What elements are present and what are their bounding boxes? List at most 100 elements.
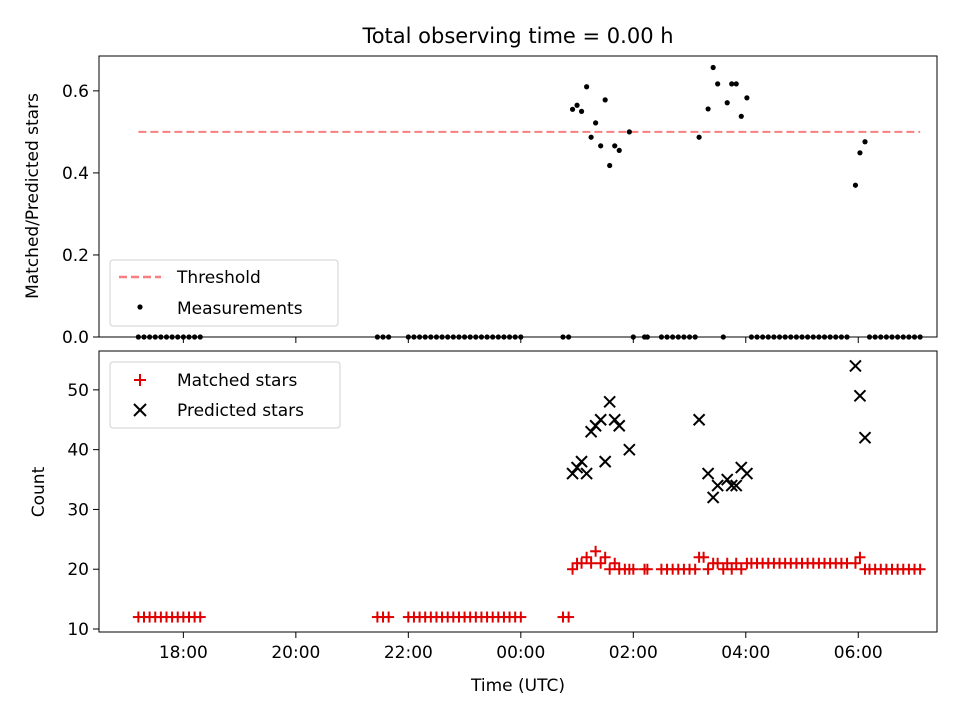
legend-measurements-swatch bbox=[137, 304, 143, 310]
count-y-tick-label: 30 bbox=[67, 500, 89, 520]
predicted-star-point bbox=[566, 467, 579, 480]
predicted-star-point bbox=[706, 491, 720, 504]
figure-title: Total observing time = 0.00 h bbox=[361, 24, 673, 48]
predicted-star-point bbox=[613, 419, 626, 432]
matched-star-point bbox=[609, 557, 621, 569]
count-x-tick-label: 20:00 bbox=[271, 643, 320, 663]
measurement-point bbox=[705, 106, 711, 112]
measurement-point bbox=[729, 81, 735, 87]
matched-star-point bbox=[849, 557, 861, 569]
predicted-star-point bbox=[570, 461, 584, 474]
legend-predicted-swatch bbox=[133, 403, 147, 417]
matched-star-point bbox=[567, 563, 579, 575]
measurement-point bbox=[588, 134, 594, 140]
predicted-star-point bbox=[730, 479, 743, 492]
matched-star-point bbox=[689, 563, 701, 575]
measurement-point bbox=[569, 106, 576, 112]
measurement-point bbox=[744, 95, 750, 101]
matched-star-point bbox=[383, 611, 395, 623]
predicted-star-point bbox=[575, 455, 588, 468]
matched-star-point bbox=[726, 563, 738, 575]
predicted-star-point bbox=[849, 359, 862, 373]
measurement-point bbox=[612, 143, 618, 149]
count-panel-frame bbox=[98, 350, 938, 633]
measurement-point bbox=[857, 150, 863, 156]
legend-matched-swatch bbox=[134, 374, 146, 386]
predicted-star-point bbox=[701, 467, 715, 480]
matched-star-point bbox=[735, 563, 747, 575]
count-x-tick-label: 18:00 bbox=[159, 643, 208, 663]
matched-star-point bbox=[563, 611, 575, 623]
predicted-star-point bbox=[740, 467, 754, 480]
matched-star-point bbox=[604, 563, 616, 575]
predicted-star-point bbox=[725, 479, 738, 492]
matched-star-point bbox=[194, 611, 206, 623]
measurement-point bbox=[598, 143, 604, 149]
count-x-tick-label: 00:00 bbox=[496, 643, 545, 663]
count-x-tick-label: 02:00 bbox=[609, 643, 658, 663]
measurement-point bbox=[602, 97, 608, 103]
predicted-star-point bbox=[598, 455, 612, 468]
count-y-tick-label: 40 bbox=[67, 441, 89, 461]
measurement-point bbox=[584, 84, 590, 90]
measurement-point bbox=[578, 108, 585, 114]
measurement-point bbox=[616, 147, 622, 153]
predicted-star-point bbox=[711, 479, 724, 492]
matched-star-point bbox=[730, 557, 742, 569]
predicted-star-point bbox=[584, 425, 598, 438]
ratio-panel: 0.0 0.2 0.4 0.6 Matched/Predicted stars Thr… bbox=[23, 55, 938, 348]
predicted-star-point bbox=[603, 395, 616, 409]
predicted-star-point bbox=[623, 443, 636, 456]
matched-star-point bbox=[599, 551, 611, 563]
measurement-point bbox=[733, 81, 739, 87]
count-y-axis-label: Count bbox=[29, 466, 49, 517]
measurement-point bbox=[715, 81, 721, 87]
count-panel: 18:00 20:00 22:00 00:00 02:00 04:00 06:00 10 20 3… bbox=[29, 350, 938, 696]
measurement-point bbox=[593, 120, 599, 126]
count-y-tick-label: 20 bbox=[67, 560, 89, 580]
count-legend: Matched stars Predicted stars bbox=[109, 361, 341, 429]
matched-star-point bbox=[595, 557, 607, 569]
measurement-point bbox=[738, 113, 744, 119]
matched-star-point bbox=[576, 557, 588, 569]
measurement-point bbox=[696, 134, 702, 140]
measurement-point bbox=[852, 182, 859, 188]
predicted-star-point bbox=[608, 413, 621, 426]
count-y-tick-label: 50 bbox=[67, 381, 89, 401]
count-x-tick-label: 04:00 bbox=[721, 643, 770, 663]
x-axis-label: Time (UTC) bbox=[470, 676, 565, 696]
count-x-tick-label: 22:00 bbox=[384, 643, 433, 663]
legend-threshold-label: Threshold bbox=[176, 268, 261, 288]
predicted-star-point bbox=[692, 413, 706, 426]
matched-star-point bbox=[581, 551, 593, 563]
predicted-star-point bbox=[858, 431, 872, 444]
predicted-star-point bbox=[721, 473, 734, 486]
matched-star-point bbox=[590, 545, 602, 557]
measurement-point bbox=[574, 102, 580, 108]
matched-star-point bbox=[641, 563, 653, 575]
predicted-star-point bbox=[580, 467, 593, 480]
measurement-point bbox=[710, 64, 716, 71]
matched-star-point bbox=[515, 611, 527, 623]
ratio-y-tick-label: 0.6 bbox=[62, 82, 89, 102]
predicted-star-point bbox=[594, 413, 607, 426]
measurement-point bbox=[626, 129, 632, 135]
count-x-tick-label: 06:00 bbox=[834, 643, 883, 663]
matched-star-point bbox=[712, 557, 724, 569]
legend-measurements-label: Measurements bbox=[177, 299, 303, 319]
measurement-point bbox=[607, 162, 613, 169]
matched-star-point bbox=[702, 563, 714, 575]
ratio-y-tick-label: 0.2 bbox=[62, 246, 89, 266]
legend-matched-label: Matched stars bbox=[177, 371, 297, 391]
measurement-point bbox=[862, 139, 868, 145]
count-y-tick-label: 10 bbox=[67, 620, 89, 640]
predicted-star-point bbox=[853, 389, 867, 403]
ratio-y-axis-label: Matched/Predicted stars bbox=[23, 93, 43, 299]
ratio-y-tick-label: 0.4 bbox=[62, 164, 89, 184]
legend-predicted-label: Predicted stars bbox=[177, 401, 304, 421]
ratio-legend: Threshold Measurements bbox=[109, 259, 339, 327]
matched-star-point bbox=[585, 557, 597, 569]
matched-star-point bbox=[854, 551, 866, 563]
matched-star-point bbox=[914, 563, 926, 575]
